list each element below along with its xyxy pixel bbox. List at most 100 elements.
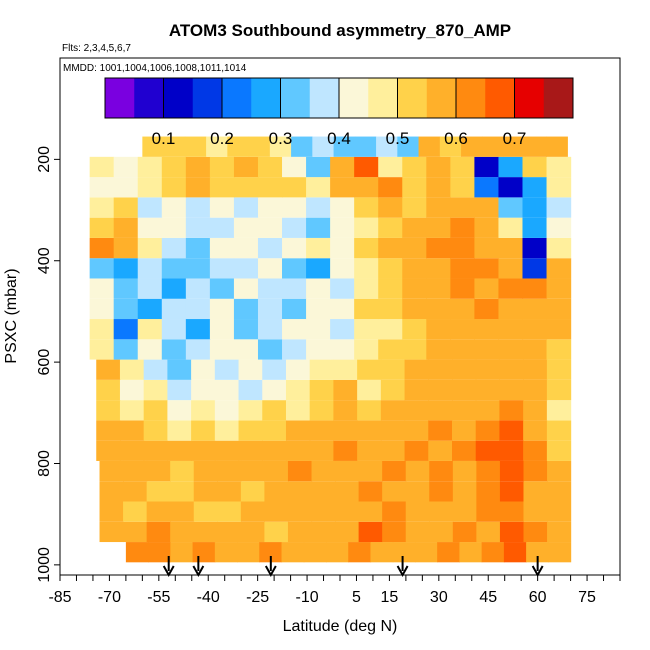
heat-cell	[257, 217, 283, 238]
heat-cell	[282, 298, 307, 320]
heat-cell	[257, 339, 283, 360]
heat-cell	[474, 258, 500, 279]
heat-cell	[547, 481, 572, 502]
heat-cell	[378, 177, 403, 198]
heat-cell	[214, 420, 240, 441]
heat-cell	[137, 177, 163, 198]
heat-cell	[402, 177, 427, 198]
heat-cell	[113, 339, 139, 360]
heat-cell	[498, 339, 524, 360]
heat-cell	[185, 319, 211, 340]
heat-cell	[330, 319, 355, 340]
heat-cell	[240, 501, 265, 522]
heat-cell	[161, 339, 187, 360]
heat-cell	[248, 136, 271, 157]
heat-cell	[143, 420, 168, 441]
heat-cell	[209, 156, 235, 178]
heat-cell	[402, 298, 427, 320]
heat-cell	[238, 420, 263, 441]
heat-cell	[287, 501, 313, 522]
heat-cell	[450, 258, 475, 279]
heat-cell	[285, 400, 311, 421]
heat-cell	[474, 339, 500, 360]
heat-cell	[405, 460, 430, 482]
heat-cell	[499, 420, 524, 441]
x-tick-label: -10	[295, 589, 318, 606]
heat-cell	[119, 379, 145, 401]
heat-cell	[137, 217, 163, 238]
heat-cell	[209, 298, 235, 320]
heat-cell	[475, 379, 501, 401]
heat-cell	[474, 177, 500, 198]
heat-cell	[546, 379, 572, 401]
y-axis-label: PSXC (mbar)	[3, 268, 20, 363]
heat-cell	[380, 440, 406, 461]
heat-cell	[238, 440, 263, 461]
y-tick-label: 600	[36, 349, 53, 376]
colorbar-swatch	[251, 78, 281, 118]
heat-cell	[499, 501, 525, 522]
heat-cell	[474, 298, 500, 320]
heat-cell	[526, 542, 549, 563]
heat-cell	[259, 542, 283, 563]
heat-cell	[217, 521, 242, 543]
heat-cell	[499, 481, 525, 502]
heat-cell	[354, 237, 379, 259]
heat-cell	[426, 217, 451, 238]
heat-cell	[546, 420, 572, 441]
heat-cell	[333, 420, 358, 441]
x-axis: -85 -70 -55 -40 -25 -10 5 15 30 45 60 75	[48, 575, 621, 606]
heat-cell	[309, 440, 335, 461]
heat-cell	[170, 460, 195, 482]
heat-cell	[326, 542, 349, 563]
heat-cell	[481, 542, 505, 563]
heat-cell	[474, 156, 500, 178]
heat-cell	[282, 339, 307, 360]
heat-cell	[257, 177, 283, 198]
heat-cell	[475, 440, 501, 461]
heat-cell	[498, 278, 524, 299]
heat-cell	[522, 237, 548, 259]
colorbar-swatch	[309, 78, 340, 118]
x-tick-label: 30	[430, 589, 448, 606]
heat-cell	[191, 379, 216, 401]
heat-cell	[143, 379, 168, 401]
heat-cell	[522, 319, 548, 340]
heat-cell	[547, 501, 572, 522]
heat-cell	[499, 521, 525, 543]
heat-cell	[161, 258, 187, 279]
heat-cell	[161, 156, 187, 178]
heat-cell	[282, 217, 307, 238]
heat-cell	[426, 298, 451, 320]
heat-cell	[306, 298, 331, 320]
heat-cell	[499, 400, 524, 421]
heat-cell	[170, 481, 195, 502]
heat-cell	[330, 258, 355, 279]
heat-cell	[123, 501, 148, 522]
heat-cell	[354, 319, 379, 340]
heat-cell	[233, 298, 259, 320]
heat-cell	[402, 339, 427, 360]
heat-cell	[452, 400, 477, 421]
heat-cell	[99, 460, 124, 482]
heat-cell	[185, 339, 211, 360]
heat-cell	[209, 319, 235, 340]
heat-cell	[378, 258, 403, 279]
heat-cell	[498, 258, 524, 279]
heat-cell	[209, 339, 235, 360]
heat-cell	[522, 339, 548, 360]
heat-cell	[474, 217, 500, 238]
heat-cell	[143, 440, 168, 461]
heat-cell	[404, 379, 429, 401]
y-tick-label: 1000	[36, 547, 53, 583]
colorbar-tick-label: 0.7	[503, 129, 527, 148]
heat-cell	[96, 420, 121, 441]
heat-cell	[402, 156, 427, 178]
x-tick-label: -40	[197, 589, 220, 606]
heat-cell	[167, 400, 192, 421]
heat-cell	[474, 278, 500, 299]
heat-cell	[233, 217, 259, 238]
heat-cell	[161, 237, 187, 259]
heat-cell	[311, 460, 336, 482]
heat-cell	[113, 278, 139, 299]
